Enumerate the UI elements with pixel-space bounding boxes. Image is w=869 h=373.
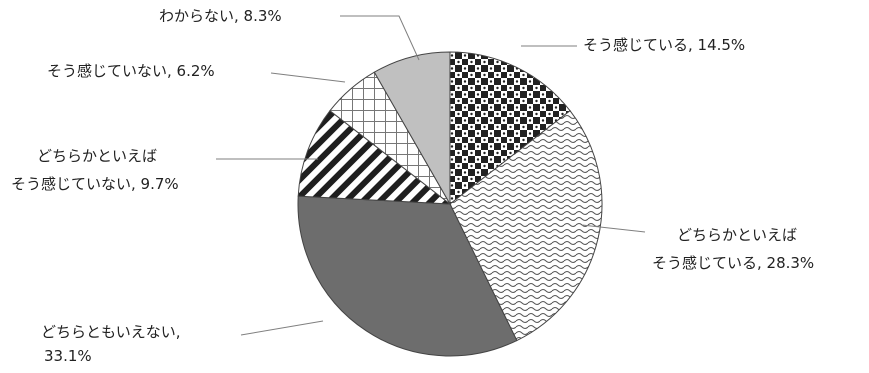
pie-slice-3: [297, 195, 518, 357]
pie-slices: [297, 51, 603, 357]
pie-slice-6: [373, 51, 451, 206]
pie-slice-4: [297, 110, 452, 205]
leader-line-3: [240, 320, 324, 336]
slice-label-6-line-1: わからない, 8.3%: [159, 7, 282, 25]
slice-label-5-line-1: そう感じていない, 6.2%: [47, 62, 215, 80]
slice-label-2-line-1: どちらかといえば: [677, 226, 797, 244]
pie-slice-2: [449, 110, 603, 342]
leader-line-5: [270, 72, 346, 83]
leader-line-6: [340, 15, 420, 61]
leader-lines: [216, 15, 646, 336]
slice-label-2-line-2: そう感じている, 28.3%: [652, 254, 814, 272]
slice-label-3-line-2: 33.1%: [44, 347, 92, 365]
slice-label-4-line-1: どちらかといえば: [37, 147, 157, 165]
slice-label-3-line-1: どちらともいえない,: [41, 323, 180, 341]
slice-label-1-line-1: そう感じている, 14.5%: [583, 36, 745, 54]
pie-slice-1: [449, 51, 571, 206]
slice-label-4-line-2: そう感じていない, 9.7%: [11, 175, 179, 193]
leader-line-2: [581, 224, 646, 233]
